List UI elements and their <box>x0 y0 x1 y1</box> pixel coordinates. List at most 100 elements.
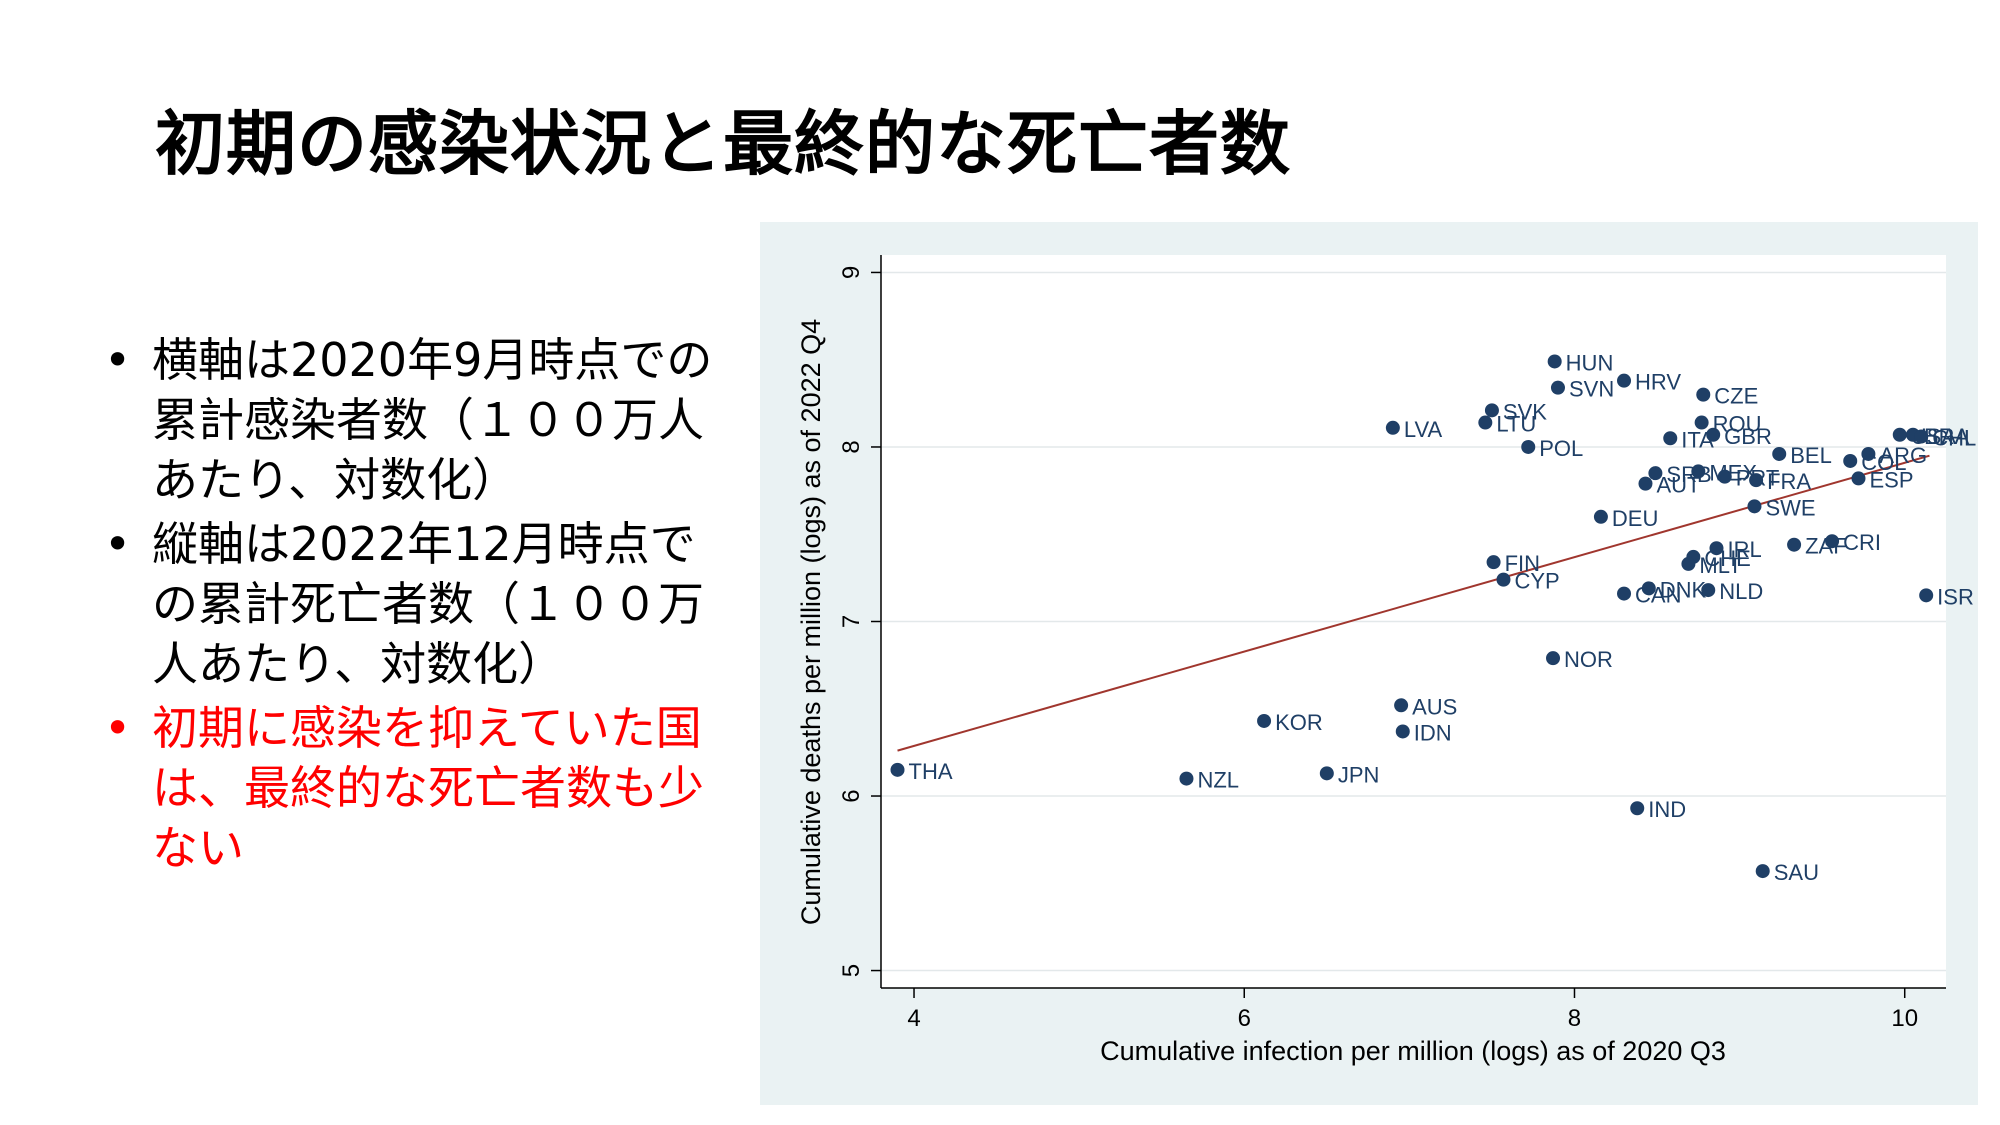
data-point <box>1593 509 1608 524</box>
data-point <box>1496 572 1511 587</box>
x-tick-label: 8 <box>1568 1005 1581 1032</box>
point-label: ARG <box>1879 443 1927 468</box>
point-label: DNK <box>1660 577 1707 602</box>
bullet-text: 縦軸は2022年12月時点での累計死亡者数（１００万人あたり、対数化） <box>152 517 704 691</box>
data-point <box>1395 724 1410 739</box>
data-point <box>1701 583 1716 598</box>
data-point <box>1749 473 1764 488</box>
data-point <box>1825 534 1840 549</box>
point-label: CAN <box>1635 583 1681 608</box>
data-point <box>1546 651 1561 666</box>
point-label: IRL <box>1727 537 1761 562</box>
y-axis-label: Cumulative deaths per million (logs) as … <box>796 319 826 925</box>
data-point <box>1747 499 1762 514</box>
point-label: CZE <box>1714 384 1758 409</box>
bullet-text: 初期に感染を抑えていた国は、最終的な死亡者数も少ない <box>152 701 704 875</box>
point-label: ROU <box>1713 412 1762 437</box>
data-point <box>1787 537 1802 552</box>
point-label: ISR <box>1937 584 1974 609</box>
data-point <box>1694 415 1709 430</box>
point-label: BEL <box>1790 443 1832 468</box>
point-label: ESP <box>1869 467 1913 492</box>
scatter-chart-panel: THA NZL JPN KOR AUS IDN LVA SVK LTU POL HUN SVN HRV C… <box>760 222 1978 1105</box>
bullet-y-axis: • 縦軸は2022年12月時点での累計死亡者数（１００万人あたり、対数化） <box>100 514 740 694</box>
data-point <box>1755 864 1770 879</box>
bullet-dot: • <box>104 701 132 755</box>
x-axis-label: Cumulative infection per million (logs) … <box>1100 1036 1726 1066</box>
data-point <box>890 762 905 777</box>
point-label: SVN <box>1569 377 1614 402</box>
gridlines <box>881 271 1946 972</box>
data-point <box>1385 420 1400 435</box>
data-point <box>1861 446 1876 461</box>
data-point <box>1630 801 1645 816</box>
point-label: GBR <box>1724 424 1772 449</box>
data-point <box>1547 354 1562 369</box>
data-point <box>1521 439 1536 454</box>
data-point <box>1717 469 1732 484</box>
data-point <box>1638 476 1653 491</box>
data-point <box>1709 541 1724 556</box>
data-point <box>1394 698 1409 713</box>
point-label: SVK <box>1503 399 1547 424</box>
point-label: BRA <box>1924 424 1970 449</box>
point-label: CHL <box>1932 426 1976 451</box>
point-label: HUN <box>1566 350 1614 375</box>
point-label: CYP <box>1514 569 1559 594</box>
bullet-conclusion: • 初期に感染を抑えていた国は、最終的な死亡者数も少ない <box>100 698 740 878</box>
data-point <box>1484 403 1499 418</box>
point-label: KOR <box>1275 710 1323 735</box>
point-label: NZL <box>1197 768 1239 793</box>
point-label: AUT <box>1656 473 1700 498</box>
x-tick-label: 4 <box>907 1005 920 1032</box>
point-label: COL <box>1861 450 1906 475</box>
point-label: ZAF <box>1805 534 1847 559</box>
data-point <box>1550 380 1565 395</box>
data-point <box>1648 466 1663 481</box>
point-label: SWE <box>1765 495 1815 520</box>
data-point <box>1617 586 1632 601</box>
point-label: HRV <box>1635 370 1681 395</box>
y-tick-label: 6 <box>838 789 865 802</box>
x-tick-label: 10 <box>1891 1005 1918 1032</box>
data-point <box>1691 464 1706 479</box>
bullet-text: 横軸は2020年9月時点での累計感染者数（１００万人あたり、対数化） <box>152 333 713 507</box>
data-point <box>1892 427 1907 442</box>
point-label: DEU <box>1612 506 1658 531</box>
bullet-dot: • <box>104 333 132 387</box>
data-point <box>1919 588 1934 603</box>
data-point <box>1319 766 1334 781</box>
data-point <box>1478 415 1493 430</box>
data-point <box>1257 713 1272 728</box>
bullet-x-axis: • 横軸は2020年9月時点での累計感染者数（１００万人あたり、対数化） <box>100 330 740 510</box>
axes: 5 6 7 8 9 4 6 8 10 <box>838 255 1946 1032</box>
data-point <box>1663 431 1678 446</box>
point-label: IDN <box>1414 720 1452 745</box>
x-tick-label: 6 <box>1238 1005 1251 1032</box>
bullet-list: • 横軸は2020年9月時点での累計感染者数（１００万人あたり、対数化） • 縦… <box>100 330 740 882</box>
point-label: CHE <box>1704 546 1750 571</box>
point-label: FRA <box>1767 469 1811 494</box>
point-label: LVA <box>1404 417 1443 442</box>
bullet-dot: • <box>104 517 132 571</box>
point-label: LTU <box>1496 412 1536 437</box>
point-label: AUS <box>1412 694 1457 719</box>
point-label: THA <box>909 759 953 784</box>
y-tick-label: 5 <box>838 964 865 977</box>
data-point <box>1641 581 1656 596</box>
point-label: NOR <box>1564 647 1613 672</box>
point-label: IND <box>1648 797 1686 822</box>
y-tick-label: 7 <box>838 615 865 628</box>
point-label: MLT <box>1699 553 1741 578</box>
point-label: SAU <box>1774 860 1819 885</box>
data-point <box>1617 373 1632 388</box>
point-label: JPN <box>1338 762 1380 787</box>
data-point <box>1843 453 1858 468</box>
point-label: POL <box>1539 436 1583 461</box>
y-tick-label: 9 <box>838 266 865 279</box>
point-label: FIN <box>1505 551 1540 576</box>
data-point <box>1696 387 1711 402</box>
y-tick-label: 8 <box>838 440 865 453</box>
